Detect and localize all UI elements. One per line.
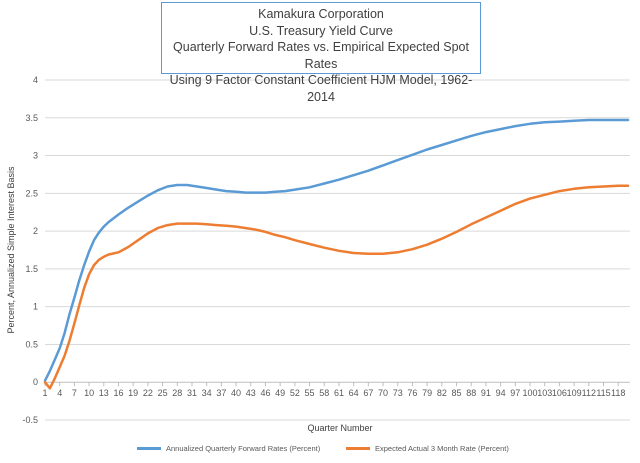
y-tick-label: 3.5 xyxy=(25,113,38,123)
x-tick-label: 106 xyxy=(552,388,567,398)
x-tick-label: 31 xyxy=(187,388,197,398)
chart-legend: Annualized Quarterly Forward Rates (Perc… xyxy=(0,440,640,460)
x-tick-label: 67 xyxy=(363,388,373,398)
x-tick-label: 61 xyxy=(334,388,344,398)
x-axis-label: Quarter Number xyxy=(307,423,372,433)
x-tick-label: 28 xyxy=(172,388,182,398)
x-tick-label: 64 xyxy=(349,388,359,398)
x-tick-label: 73 xyxy=(393,388,403,398)
x-tick-label: 13 xyxy=(99,388,109,398)
x-tick-label: 76 xyxy=(407,388,417,398)
x-tick-label: 82 xyxy=(437,388,447,398)
x-tick-label: 46 xyxy=(260,388,270,398)
x-tick-label: 115 xyxy=(596,388,610,398)
y-tick-label: 2 xyxy=(33,226,38,236)
x-tick-label: 118 xyxy=(611,388,625,398)
x-tick-label: 19 xyxy=(128,388,138,398)
x-tick-label: 10 xyxy=(84,388,94,398)
x-tick-label: 49 xyxy=(275,388,285,398)
legend-item-forward-rates: Annualized Quarterly Forward Rates (Perc… xyxy=(137,444,320,453)
y-tick-label: 3 xyxy=(33,151,38,161)
chart-title-line-2: U.S. Treasury Yield Curve xyxy=(249,23,393,38)
series-lines xyxy=(43,118,630,390)
series-line-expected-rate-line xyxy=(43,184,630,390)
y-tick-label: 4 xyxy=(33,75,38,85)
gridlines xyxy=(45,79,630,421)
x-tick-label: 37 xyxy=(216,388,226,398)
y-axis-label: Percent, Annualized Simple Interest Basi… xyxy=(6,166,16,334)
x-tick-label: 34 xyxy=(202,388,212,398)
x-tick-label: 97 xyxy=(510,388,520,398)
x-tick-label: 94 xyxy=(496,388,506,398)
legend-swatch-expected-rate xyxy=(346,447,370,450)
chart-title-line-4: Using 9 Factor Constant Coefficient HJM … xyxy=(169,73,473,104)
x-tick-label: 91 xyxy=(481,388,491,398)
x-tick-label: 1 xyxy=(42,388,47,398)
x-tick-label: 70 xyxy=(378,388,388,398)
y-tick-label: 2.5 xyxy=(25,188,38,198)
legend-swatch-forward-rates xyxy=(137,447,161,450)
x-tick-label: 16 xyxy=(113,388,123,398)
y-tick-label: -0.5 xyxy=(22,415,38,425)
chart-title-box: Kamakura Corporation U.S. Treasury Yield… xyxy=(161,2,481,104)
y-tick-labels: -0.5 0 0.5 1 1.5 2 2.5 3 3.5 4 xyxy=(22,75,38,425)
x-tick-label: 58 xyxy=(319,388,329,398)
x-tick-label: 7 xyxy=(72,388,77,398)
y-tick-label: 0 xyxy=(33,377,38,387)
x-tick-label: 112 xyxy=(582,388,596,398)
chart-title-line-3: Quarterly Forward Rates vs. Empirical Ex… xyxy=(173,40,469,71)
legend-item-expected-rate: Expected Actual 3 Month Rate (Percent) xyxy=(346,444,509,453)
chart-title-line-1: Kamakura Corporation xyxy=(258,7,384,21)
legend-label-forward-rates: Annualized Quarterly Forward Rates (Perc… xyxy=(166,444,321,453)
x-tick-label: 43 xyxy=(246,388,256,398)
y-tick-label: 1.5 xyxy=(25,264,38,274)
series-line-forward-rates-line xyxy=(43,118,630,382)
x-tick-label: 100 xyxy=(523,388,538,398)
x-tick-labels: 1 4 7 10 13 16 19 22 25 28 31 34 37 40 43 46 49 52 55 58 61 6… xyxy=(42,388,625,398)
x-tick-label: 88 xyxy=(466,388,476,398)
x-tick-label: 25 xyxy=(158,388,168,398)
x-tick-label: 109 xyxy=(567,388,582,398)
x-tick-label: 85 xyxy=(452,388,462,398)
x-tick-label: 103 xyxy=(537,388,552,398)
x-tick-label: 79 xyxy=(422,388,432,398)
x-tick-label: 40 xyxy=(231,388,241,398)
x-tick-label: 22 xyxy=(143,388,153,398)
x-tick-label: 52 xyxy=(290,388,300,398)
x-tick-label: 4 xyxy=(57,388,62,398)
x-tick-label: 55 xyxy=(305,388,315,398)
y-tick-label: 0.5 xyxy=(25,339,38,349)
y-tick-label: 1 xyxy=(33,302,38,312)
axes xyxy=(44,381,630,387)
legend-label-expected-rate: Expected Actual 3 Month Rate (Percent) xyxy=(375,444,509,453)
